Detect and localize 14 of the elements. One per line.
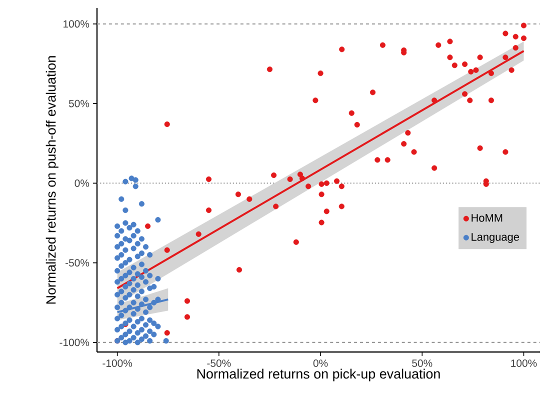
y-tick-label: 100%: [64, 20, 90, 28]
y-tick-label: 50%: [68, 100, 90, 108]
y-tick-label: -100%: [60, 338, 90, 346]
y-tick-label: -50%: [66, 259, 90, 267]
legend-label: HoMM: [472, 214, 502, 222]
x-axis-title: Normalized returns on pick-up evaluation: [197, 368, 440, 382]
x-tick-label: -50%: [207, 360, 231, 367]
x-tick-label: 50%: [412, 360, 432, 367]
x-tick-label: -100%: [102, 360, 132, 367]
x-tick-label: 0%: [313, 360, 328, 367]
y-axis-title: Normalized returns on push-off evaluation: [46, 56, 58, 304]
y-tick-label: 0%: [74, 179, 90, 187]
legend-label: Language: [472, 233, 520, 243]
x-tick-label: 100%: [511, 360, 537, 367]
